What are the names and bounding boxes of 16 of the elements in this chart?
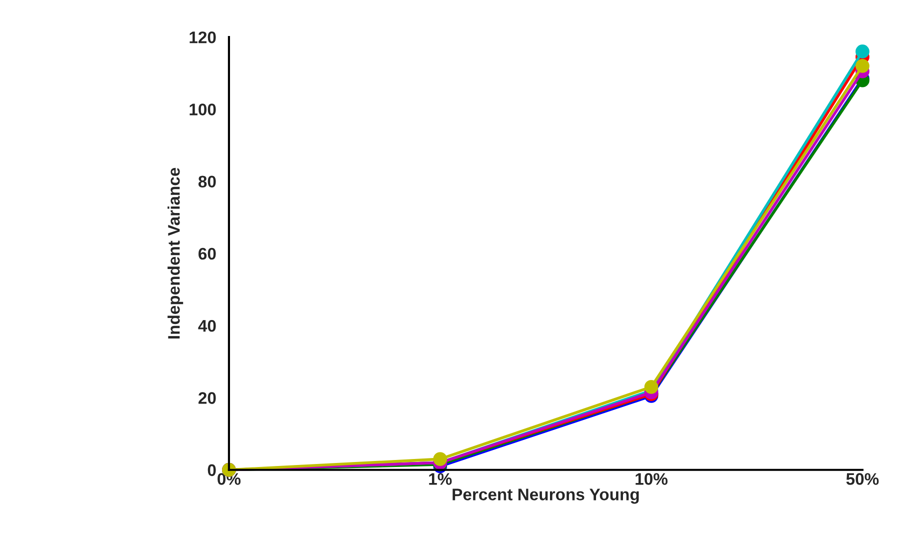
y-tick-label: 120 — [190, 31, 216, 44]
point — [644, 380, 658, 394]
point — [856, 44, 870, 58]
x-tick-label: 1% — [429, 473, 452, 485]
x-axis-title: Percent Neurons Young — [452, 488, 639, 504]
y-tick-label: 40 — [198, 320, 216, 332]
y-tick-label: 80 — [198, 176, 216, 188]
y-axis-title: Independent Variance — [168, 168, 184, 338]
y-tick-label: 0 — [208, 464, 216, 476]
y-tick-label: 20 — [198, 392, 216, 404]
point — [433, 452, 448, 466]
y-tick-label: 60 — [198, 248, 216, 260]
x-tick-label: 10% — [636, 473, 668, 485]
point — [856, 58, 870, 73]
y-tick-label: 100 — [190, 104, 216, 116]
x-tick-label: 50% — [846, 473, 879, 485]
